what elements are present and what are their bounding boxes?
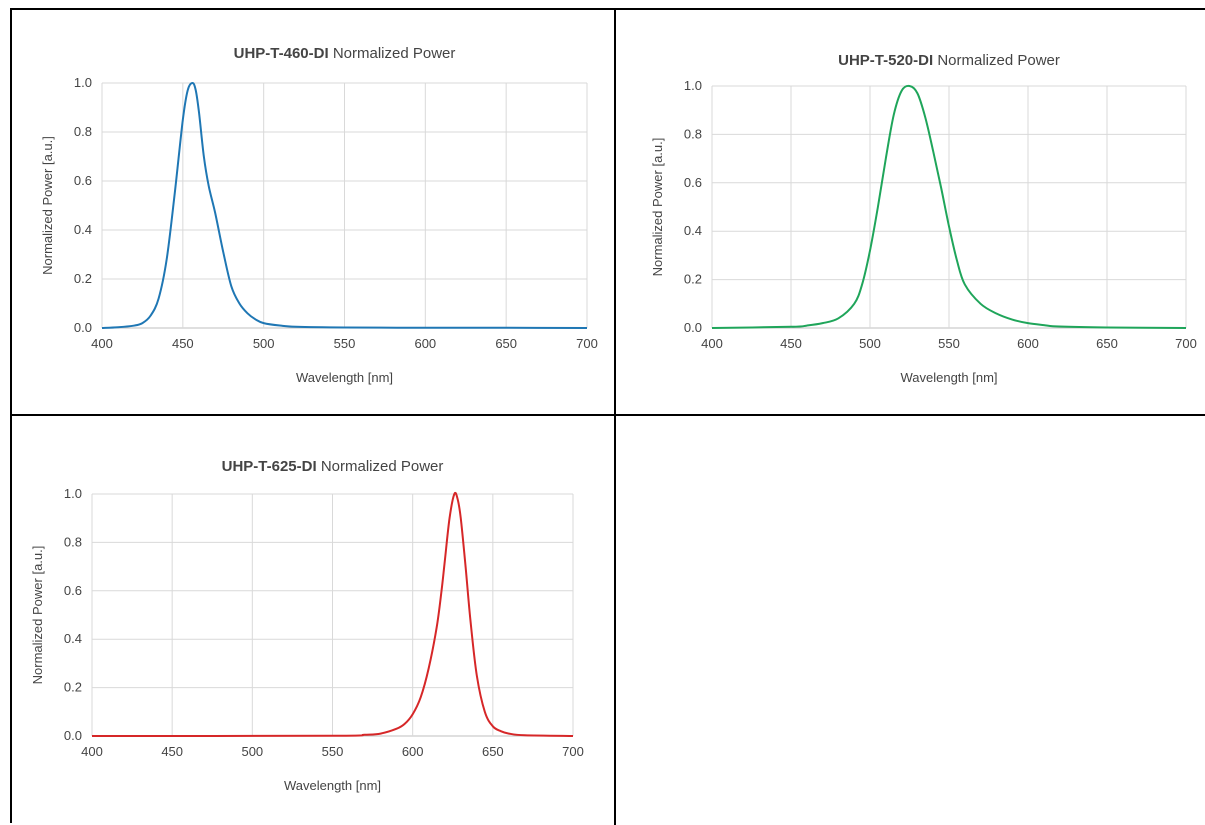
- x-tick-label: 700: [1175, 336, 1197, 351]
- y-tick-label: 0.0: [684, 320, 702, 335]
- y-axis-label: Normalized Power [a.u.]: [40, 136, 55, 275]
- x-tick-label: 400: [91, 336, 113, 351]
- y-tick-label: 1.0: [684, 78, 702, 93]
- chart-title-suffix: Normalized Power: [317, 458, 444, 475]
- chart-title-model: UHP-T-625-DI: [222, 458, 317, 475]
- x-tick-label: 550: [938, 336, 960, 351]
- y-tick-label: 0.4: [74, 222, 92, 237]
- chart-520: 0.0 0.2 0.4 0.6 0.8 1.0 400 450 500 550 600 650 700 U…: [650, 52, 1197, 385]
- x-tick-label: 500: [253, 336, 275, 351]
- chart-title-model: UHP-T-520-DI: [838, 52, 933, 69]
- chart-title-suffix: Normalized Power: [329, 45, 456, 62]
- y-tick-label: 0.6: [684, 175, 702, 190]
- series-line: [91, 491, 574, 737]
- chart-460: 0.0 0.2 0.4 0.6 0.8 1.0 400 450 500 550 600 650 700 U…: [40, 45, 598, 385]
- x-tick-label: 650: [495, 336, 517, 351]
- chart-title: UHP-T-520-DI Normalized Power: [838, 52, 1060, 69]
- x-tick-label: 600: [414, 336, 436, 351]
- x-tick-label: 600: [402, 744, 424, 759]
- series-line: [711, 84, 1187, 329]
- x-tick-label: 550: [322, 744, 344, 759]
- y-tick-label: 0.4: [64, 631, 82, 646]
- y-tick-label: 0.8: [64, 534, 82, 549]
- x-tick-label: 450: [780, 336, 802, 351]
- x-tick-label: 450: [161, 744, 183, 759]
- chart-title: UHP-T-460-DI Normalized Power: [234, 45, 456, 62]
- x-axis-label: Wavelength [nm]: [284, 778, 381, 793]
- y-tick-label: 0.8: [74, 124, 92, 139]
- x-tick-label: 400: [81, 744, 103, 759]
- chart-grid: 0.0 0.2 0.4 0.6 0.8 1.0 400 450 500 550 600 650 700 U…: [10, 8, 1205, 825]
- chart-cell-460: 0.0 0.2 0.4 0.6 0.8 1.0 400 450 500 550 600 650 700 U…: [12, 10, 616, 416]
- x-tick-label: 550: [334, 336, 356, 351]
- y-tick-label: 0.0: [74, 320, 92, 335]
- y-tick-label: 0.4: [684, 223, 702, 238]
- y-axis-label: Normalized Power [a.u.]: [30, 546, 45, 685]
- x-tick-label: 400: [701, 336, 723, 351]
- x-tick-label: 700: [562, 744, 584, 759]
- empty-cell: [616, 416, 1205, 825]
- y-tick-label: 0.2: [684, 272, 702, 287]
- x-tick-label: 700: [576, 336, 598, 351]
- chart-title-suffix: Normalized Power: [933, 52, 1060, 69]
- y-tick-label: 0.0: [64, 728, 82, 743]
- chart-625: 0.0 0.2 0.4 0.6 0.8 1.0 400 450 500 550 600 650 700 U…: [30, 458, 584, 793]
- x-tick-label: 650: [1096, 336, 1118, 351]
- chart-title-model: UHP-T-460-DI: [234, 45, 329, 62]
- chart-cell-520: 0.0 0.2 0.4 0.6 0.8 1.0 400 450 500 550 600 650 700 U…: [616, 10, 1205, 416]
- y-tick-label: 0.2: [64, 680, 82, 695]
- x-tick-label: 650: [482, 744, 504, 759]
- y-tick-label: 0.6: [74, 173, 92, 188]
- chart-title: UHP-T-625-DI Normalized Power: [222, 458, 444, 475]
- y-tick-label: 0.2: [74, 271, 92, 286]
- x-tick-label: 450: [172, 336, 194, 351]
- x-tick-label: 600: [1017, 336, 1039, 351]
- x-tick-label: 500: [241, 744, 263, 759]
- y-axis-label: Normalized Power [a.u.]: [650, 138, 665, 277]
- chart-cell-625: 0.0 0.2 0.4 0.6 0.8 1.0 400 450 500 550 600 650 700 U…: [12, 416, 616, 825]
- x-axis-label: Wavelength [nm]: [296, 370, 393, 385]
- y-tick-label: 1.0: [64, 486, 82, 501]
- y-tick-label: 1.0: [74, 75, 92, 90]
- x-tick-label: 500: [859, 336, 881, 351]
- y-tick-label: 0.8: [684, 126, 702, 141]
- y-tick-label: 0.6: [64, 583, 82, 598]
- x-axis-label: Wavelength [nm]: [900, 370, 997, 385]
- series-line: [101, 82, 588, 329]
